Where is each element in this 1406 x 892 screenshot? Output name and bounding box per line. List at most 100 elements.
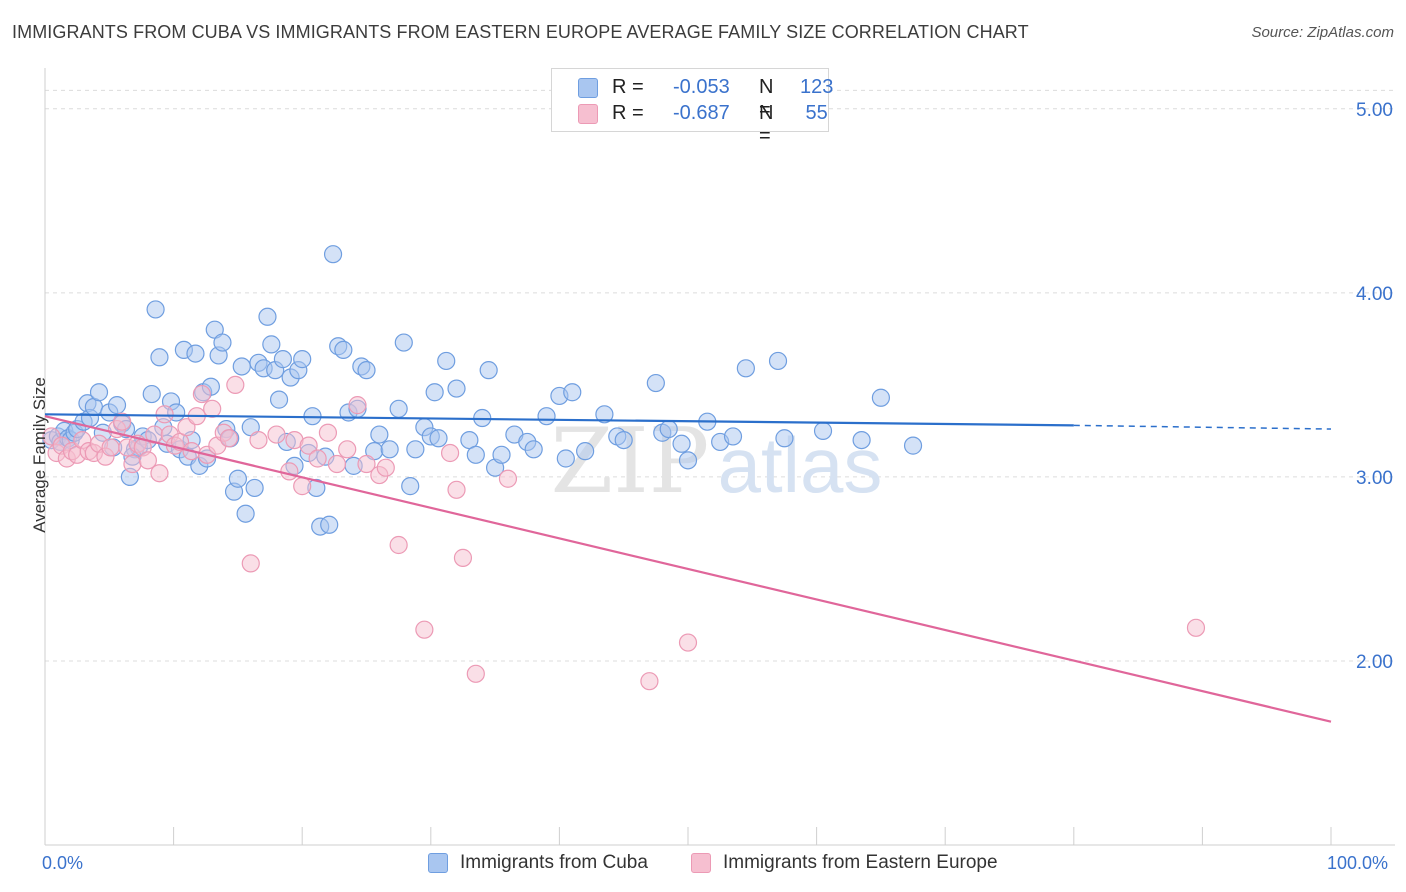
bottom-legend-swatch-eastern-europe — [691, 853, 711, 873]
data-point-cuba — [401, 477, 420, 496]
legend-swatch-cuba — [578, 78, 598, 98]
data-point-cuba — [273, 350, 293, 369]
y-tick-label: 2.00 — [1356, 652, 1393, 673]
data-point-cuba — [466, 445, 485, 464]
data-point-eastern-europe — [203, 399, 222, 418]
data-point-eastern-europe — [101, 438, 120, 457]
data-point-eastern-europe — [150, 464, 169, 483]
data-point-cuba — [852, 430, 871, 450]
data-point-cuba — [537, 407, 556, 426]
x-tick-max: 100.0% — [1327, 853, 1389, 873]
data-point-cuba — [89, 383, 109, 402]
data-points — [42, 245, 1206, 691]
data-point-eastern-europe — [123, 454, 142, 474]
data-point-cuba — [646, 373, 665, 393]
data-point-cuba — [429, 429, 448, 448]
legend-r-value: -0.053 — [673, 76, 730, 98]
data-point-cuba — [357, 361, 376, 380]
data-point-cuba — [447, 379, 466, 398]
data-point-cuba — [563, 383, 582, 402]
data-point-eastern-europe — [447, 480, 466, 499]
y-tick-label: 4.00 — [1356, 284, 1393, 305]
data-point-cuba — [186, 344, 205, 363]
data-point-eastern-europe — [453, 548, 473, 567]
data-point-cuba — [262, 335, 281, 354]
watermark: ZIP atlas — [551, 409, 883, 514]
trend-line-cuba-extension — [1073, 424, 1332, 430]
data-point-cuba — [232, 357, 251, 376]
data-point-cuba — [903, 436, 923, 455]
data-point-eastern-europe — [466, 664, 485, 683]
data-point-cuba — [323, 245, 343, 264]
source-label: Source: ZipAtlas.com — [1251, 24, 1394, 41]
data-point-cuba — [334, 340, 353, 360]
legend-n-label: N = — [759, 102, 774, 147]
data-point-cuba — [213, 333, 232, 352]
data-point-cuba — [150, 348, 169, 367]
data-point-eastern-europe — [155, 405, 174, 424]
data-point-eastern-europe — [327, 454, 347, 474]
data-point-cuba — [146, 300, 165, 319]
data-point-cuba — [245, 478, 264, 498]
data-point-cuba — [678, 451, 698, 470]
bottom-legend-label-eastern-europe: Immigrants from Eastern Europe — [723, 852, 998, 873]
data-point-cuba — [258, 307, 277, 326]
data-point-eastern-europe — [1186, 618, 1206, 637]
data-point-cuba — [236, 504, 255, 523]
data-point-cuba — [524, 440, 543, 459]
data-point-cuba — [389, 399, 408, 418]
data-point-eastern-europe — [348, 396, 367, 415]
data-point-cuba — [723, 427, 743, 446]
data-point-cuba — [437, 351, 456, 371]
bottom-legend-label-cuba: Immigrants from Cuba — [460, 852, 648, 873]
data-point-cuba — [320, 515, 339, 534]
legend-r-value: -0.687 — [673, 102, 730, 124]
y-tick-label: 3.00 — [1356, 468, 1393, 489]
trend-line-cuba — [44, 413, 1074, 427]
data-point-cuba — [736, 359, 755, 378]
legend-r-label: R = — [612, 102, 650, 124]
data-point-cuba — [576, 442, 595, 461]
data-point-eastern-europe — [280, 462, 299, 481]
axes — [44, 68, 1395, 846]
bottom-legend-swatch-cuba — [428, 853, 448, 873]
data-point-eastern-europe — [308, 449, 327, 468]
data-point-cuba — [142, 384, 161, 404]
data-point-cuba — [614, 430, 633, 450]
data-point-eastern-europe — [678, 633, 698, 652]
data-point-eastern-europe — [318, 423, 338, 442]
data-point-cuba — [775, 429, 794, 448]
data-point-eastern-europe — [498, 469, 518, 488]
data-point-cuba — [813, 421, 833, 440]
data-point-cuba — [370, 425, 389, 444]
legend: R = -0.053 N = 123 R = -0.687 N = 55 — [551, 68, 833, 147]
data-point-eastern-europe — [376, 458, 395, 477]
data-point-eastern-europe — [415, 620, 434, 639]
x-tick-min: 0.0% — [42, 853, 84, 873]
data-point-cuba — [228, 469, 247, 488]
data-point-cuba — [556, 449, 575, 468]
data-point-cuba — [768, 351, 788, 371]
data-point-cuba — [380, 440, 399, 459]
data-point-eastern-europe — [192, 384, 211, 404]
legend-n-label: N = — [759, 76, 774, 121]
trend-line-eastern-europe — [44, 415, 1332, 723]
data-point-eastern-europe — [293, 477, 312, 496]
data-point-cuba — [659, 419, 678, 439]
data-point-eastern-europe — [267, 425, 286, 444]
data-point-eastern-europe — [389, 535, 408, 555]
legend-n-value: 55 — [800, 102, 828, 124]
data-point-eastern-europe — [440, 443, 460, 463]
data-point-eastern-europe — [138, 451, 157, 470]
data-point-cuba — [595, 405, 614, 424]
data-point-eastern-europe — [357, 454, 376, 474]
data-point-cuba — [394, 333, 413, 352]
chart-title: IMMIGRANTS FROM CUBA VS IMMIGRANTS FROM … — [12, 22, 1029, 42]
legend-r-label: R = — [612, 76, 650, 98]
data-point-cuba — [871, 388, 891, 407]
data-point-eastern-europe — [299, 436, 318, 455]
data-point-cuba — [425, 383, 444, 402]
legend-n-value: 123 — [800, 76, 834, 98]
data-point-eastern-europe — [249, 430, 268, 450]
